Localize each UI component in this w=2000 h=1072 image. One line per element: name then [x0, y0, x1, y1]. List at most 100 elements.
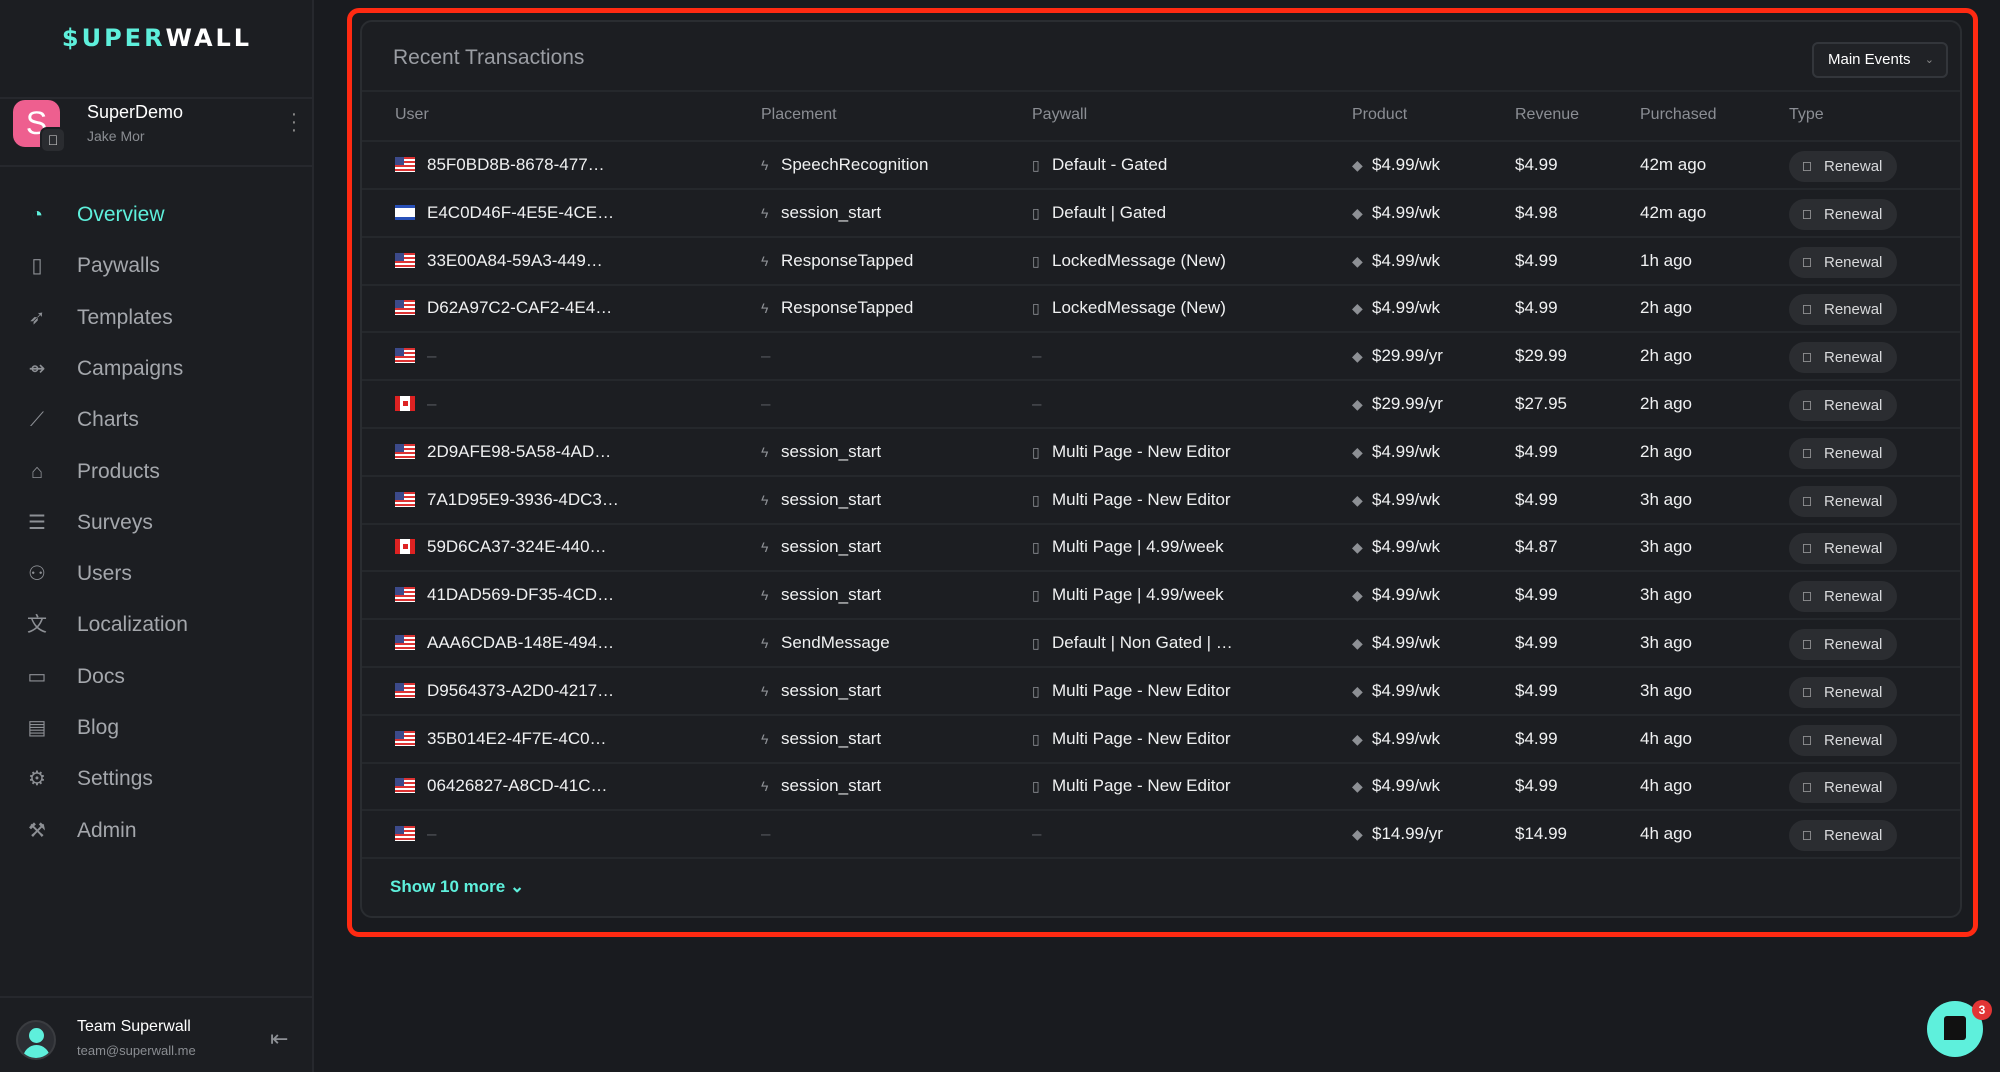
column-header-paywall[interactable]: Paywall — [1032, 106, 1088, 123]
tag-icon: ◆ — [1352, 682, 1363, 699]
sidebar-item-users[interactable]: ⚇ Users — [0, 552, 312, 596]
apple-icon:  — [1802, 438, 1812, 469]
tag-icon: ◆ — [1352, 635, 1363, 651]
tag-icon: ◆ — [1352, 539, 1363, 556]
table-row[interactable]: – – – ◆$29.99/yr $27.95 2h ago Renewal — [362, 381, 1960, 429]
sidebar-item-blog[interactable]: ▤ Blog — [0, 706, 312, 750]
row-divider — [362, 570, 1960, 573]
paywall-cell: ▯ Default | Gated — [1032, 202, 1167, 222]
column-header-product[interactable]: Product — [1352, 106, 1408, 123]
placement-cell: ϟ session_start — [761, 776, 882, 796]
row-divider — [362, 522, 1960, 525]
table-row[interactable]: D9564373-A2D0-4217… ϟ session_start ▯ Mult… — [362, 668, 1960, 716]
sidebar: $UPERWALL S  SuperDemo Jake Mor ··· ◔Ov… — [0, 0, 314, 1072]
table-row[interactable]: 59D6CA37-324E-440… ϟ session_start ▯ Multi… — [362, 524, 1960, 572]
product-cell: ◆ $4.99/wk — [1352, 537, 1441, 557]
table-row[interactable]: – – – ◆$14.99/yr $14.99 4h ago Renewal — [362, 811, 1960, 859]
row-divider — [362, 379, 1960, 382]
user-id[interactable]: 2D9AFE98-5A58-4AD… — [427, 441, 612, 461]
table-row[interactable]: 7A1D95E9-3936-4DC3… ϟ session_start ▯ Mult… — [362, 477, 1960, 525]
type-badge: Renewal — [1789, 437, 1897, 469]
user-id[interactable]: E4C0D46F-4E5E-4CE… — [427, 202, 615, 222]
apple-icon:  — [1802, 247, 1812, 278]
apple-icon:  — [1802, 772, 1812, 803]
table-row[interactable]: 41DAD569-DF35-4CD… ϟ session_start ▯ Multi… — [362, 572, 1960, 620]
user-id[interactable]: D62A97C2-CAF2-4E4… — [427, 298, 613, 318]
purchased-time: 2h ago — [1640, 298, 1692, 318]
user-id[interactable]: 35B014E2-4F7E-4C0… — [427, 728, 607, 748]
flag-us-icon — [395, 157, 415, 172]
table-row[interactable]: AAA6CDAB-148E-494… ϟ SendMessage ▯ Default… — [362, 620, 1960, 668]
sidebar-item-paywalls[interactable]: ▯ Paywalls — [0, 244, 312, 288]
sidebar-item-products[interactable]: ⌂ Products — [0, 450, 312, 494]
user-id[interactable]: – — [427, 824, 437, 844]
line-chart-icon: ⟋ — [30, 409, 44, 432]
row-divider — [362, 761, 1960, 764]
user-id[interactable]: 33E00A84-59A3-449… — [427, 250, 603, 270]
sidebar-item-campaigns[interactable]: ⇴ Campaigns — [0, 347, 312, 391]
flag-us-icon — [395, 826, 415, 842]
sidebar-item-docs[interactable]: ▭ Docs — [0, 655, 312, 699]
user-id[interactable]: – — [427, 394, 437, 413]
superwall-logo[interactable]: $UPERWALL — [61, 24, 253, 52]
purchased-time: 3h ago — [1640, 489, 1692, 509]
app-switcher[interactable]: S  SuperDemo Jake Mor ··· — [13, 100, 303, 162]
tag-icon: ◆ — [1352, 778, 1363, 795]
table-row[interactable]: E4C0D46F-4E5E-4CE… ϟ session_start ▯ Defau… — [362, 190, 1960, 238]
column-header-type[interactable]: Type — [1789, 106, 1824, 123]
phone-icon: ▯ — [1032, 682, 1040, 699]
revenue: $4.99 — [1515, 489, 1558, 509]
sidebar-item-templates[interactable]: ➶ Templates — [0, 296, 312, 340]
table-row[interactable]: 33E00A84-59A3-449… ϟ ResponseTapped ▯ Lock… — [362, 238, 1960, 286]
column-header-user[interactable]: User — [395, 106, 429, 123]
apple-icon:  — [40, 127, 66, 153]
phone-icon: ▯ — [1032, 539, 1040, 556]
user-id[interactable]: D9564373-A2D0-4217… — [427, 680, 615, 700]
sidebar-item-surveys[interactable]: ☰ Surveys — [0, 501, 312, 545]
user-id[interactable]: 59D6CA37-324E-440… — [427, 537, 607, 557]
placement-cell: – — [761, 824, 771, 844]
show-more-button[interactable]: Show 10 more ⌄ — [390, 877, 525, 896]
sidebar-item-admin[interactable]: ⚒ Admin — [0, 809, 312, 853]
paywall-cell: – — [1032, 346, 1042, 366]
table-row[interactable]: 85F0BD8B-8678-477… ϟ SpeechRecognition ▯ D… — [362, 142, 1960, 190]
sidebar-item-localization[interactable]: 文 Localization — [0, 603, 312, 647]
column-header-purchased[interactable]: Purchased — [1640, 106, 1717, 123]
type-badge: Renewal — [1789, 151, 1897, 182]
flag-us-icon — [395, 300, 415, 316]
table-row[interactable]: D62A97C2-CAF2-4E4… ϟ ResponseTapped ▯ Lock… — [362, 285, 1960, 333]
revenue: $4.99 — [1515, 728, 1558, 748]
table-row[interactable]: 35B014E2-4F7E-4C0… ϟ session_start ▯ Multi… — [362, 716, 1960, 764]
product-cell: ◆ $14.99/yr — [1352, 824, 1443, 844]
user-id[interactable]: 85F0BD8B-8678-477… — [427, 155, 605, 174]
tag-icon: ⌂ — [30, 460, 44, 483]
user-id[interactable]: 41DAD569-DF35-4CD… — [427, 585, 615, 605]
sidebar-item-settings[interactable]: ⚙ Settings — [0, 757, 312, 801]
user-id[interactable]: 06426827-A8CD-41C… — [427, 776, 608, 796]
row-divider — [362, 283, 1960, 286]
user-id[interactable]: – — [427, 346, 437, 366]
phone-icon: ▯ — [1032, 491, 1040, 508]
column-header-placement[interactable]: Placement — [761, 106, 837, 123]
type-badge: Renewal — [1789, 820, 1897, 852]
table-row[interactable]: – – – ◆$29.99/yr $29.99 2h ago Renewal — [362, 333, 1960, 381]
user-id[interactable]: AAA6CDAB-148E-494… — [427, 633, 615, 652]
row-divider — [362, 331, 1960, 334]
sidebar-item-overview[interactable]: ◔ Overview — [0, 193, 312, 237]
flag-us-icon — [395, 778, 415, 794]
tag-icon: ◆ — [1352, 157, 1363, 173]
type-badge: Renewal — [1789, 342, 1897, 374]
bolt-icon: ϟ — [761, 778, 769, 795]
logout-icon[interactable]: ⇤ — [270, 1026, 289, 1051]
product-cell: ◆ $4.99/wk — [1352, 776, 1441, 796]
row-divider — [362, 857, 1960, 860]
table-row[interactable]: 2D9AFE98-5A58-4AD… ϟ session_start ▯ Multi… — [362, 429, 1960, 477]
avatar[interactable] — [16, 1020, 56, 1060]
bolt-icon: ϟ — [761, 157, 769, 173]
column-header-revenue[interactable]: Revenue — [1515, 106, 1580, 123]
sidebar-item-charts[interactable]: ⟋ Charts — [0, 398, 312, 442]
more-vertical-icon[interactable]: · · · — [290, 103, 298, 141]
table-row[interactable]: 06426827-A8CD-41C… ϟ session_start ▯ Multi… — [362, 763, 1960, 811]
user-id[interactable]: 7A1D95E9-3936-4DC3… — [427, 489, 619, 509]
events-filter-dropdown[interactable]: Main Events ⌄ — [1812, 42, 1948, 78]
